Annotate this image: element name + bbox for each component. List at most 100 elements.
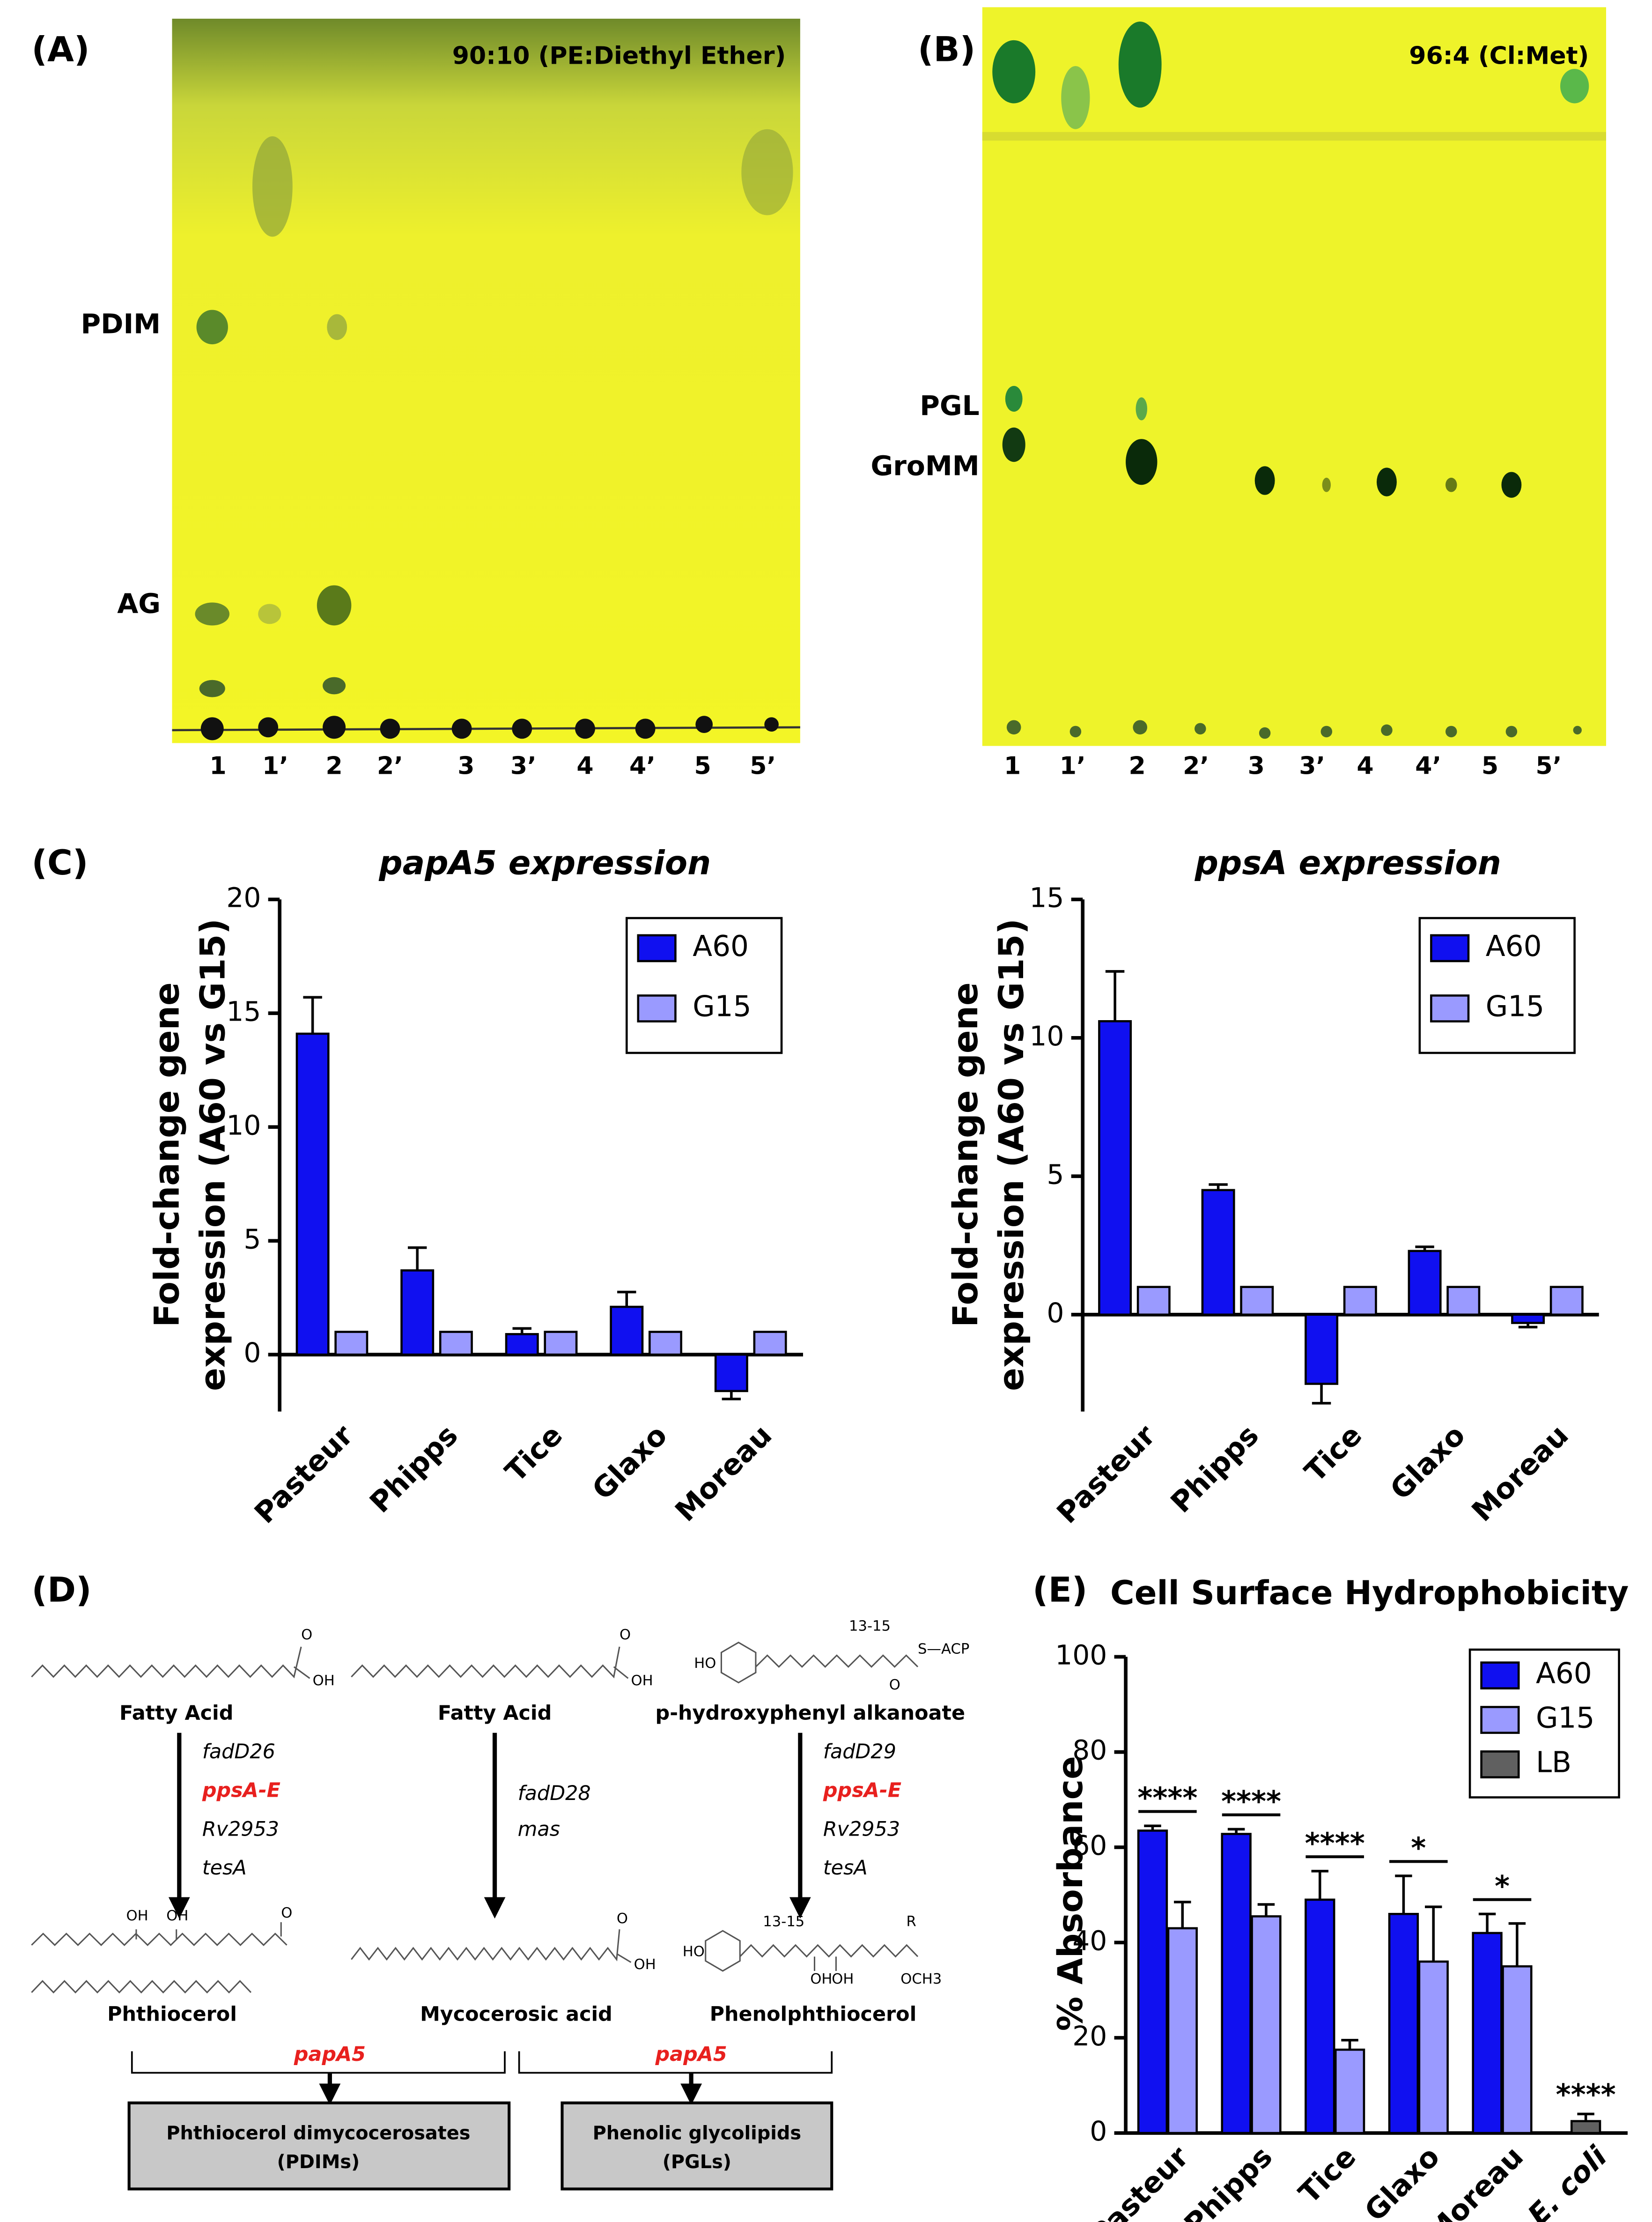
lane-label: 5: [1482, 752, 1498, 780]
spot: [199, 680, 225, 697]
bar: [714, 1353, 748, 1392]
spot: [195, 602, 229, 626]
bar: [1388, 1913, 1419, 2134]
bar: [1446, 1286, 1481, 1316]
atom: R: [907, 1913, 916, 1930]
atom: OH: [634, 1956, 656, 1973]
error-bar: [722, 1391, 741, 1400]
bar: [334, 1331, 369, 1356]
spot-label: PGL: [920, 390, 979, 422]
spot-label: PDIM: [81, 308, 161, 340]
error-bar: [1518, 1323, 1538, 1329]
x-tick-label: Tice: [1298, 1419, 1369, 1489]
gene: tesA: [202, 1856, 247, 1880]
spot: [258, 604, 281, 624]
x-tick-label: Glaxo: [1358, 2140, 1446, 2222]
lane-label: 5: [694, 752, 711, 780]
error-bar: [1227, 1828, 1245, 1834]
gene: fadD28: [518, 1782, 591, 1805]
bar: [400, 1269, 435, 1356]
atom: OH: [166, 1908, 188, 1924]
gene: tesA: [823, 1856, 868, 1880]
x-tick-label: Tice: [1292, 2140, 1363, 2210]
error-bar: [1311, 1870, 1328, 1900]
bond: [31, 1646, 310, 1679]
atom: HO: [694, 1655, 716, 1672]
y-tick-label: 0: [1047, 1297, 1064, 1329]
bar: [1549, 1286, 1584, 1316]
spot: [317, 585, 352, 626]
error-bar: [1508, 1922, 1526, 1967]
x-tick-label: Tice: [499, 1419, 569, 1489]
y-tick-label: 10: [1029, 1020, 1064, 1052]
groMM-spots: [1254, 466, 1522, 498]
atom: OH: [126, 1908, 148, 1924]
legend-swatch: [1480, 1750, 1520, 1778]
legend-label: A60: [1536, 1657, 1592, 1690]
y-tick-label: 80: [1072, 1734, 1107, 1766]
bar: [1240, 1286, 1274, 1316]
x-tick-label: Moreau: [1420, 2140, 1530, 2222]
legend-label: A60: [693, 930, 749, 963]
bracket: [131, 2051, 833, 2074]
significance: ****: [1221, 1785, 1281, 1818]
tlc-plate: [982, 7, 1606, 746]
x-tick-label: Pasteur: [1050, 1418, 1162, 1530]
x-tick-label: Glaxo: [1384, 1419, 1472, 1507]
error-bar: [512, 1327, 531, 1334]
y-tick-label: 10: [226, 1109, 261, 1141]
x-tick-label: Moreau: [669, 1419, 778, 1528]
product: Phenolphthiocerol: [710, 2002, 917, 2026]
box-label: Phenolic glycolipids: [593, 2123, 801, 2144]
legend-swatch: [1430, 934, 1470, 963]
bond: [705, 1930, 919, 1972]
x-tick-label: Pasteur: [1084, 2140, 1195, 2222]
spot-label: GroMM: [871, 450, 980, 482]
legend-label: G15: [693, 990, 751, 1023]
bar: [610, 1305, 644, 1356]
gene: Rv2953: [823, 1817, 900, 1841]
bar: [1570, 2120, 1601, 2134]
lane-label: 2: [1128, 752, 1145, 780]
spot: [1061, 66, 1090, 129]
y-axis-label: Fold-change gene: [946, 982, 986, 1327]
bar: [1418, 1960, 1449, 2134]
lane-label: 3: [457, 752, 474, 780]
lane-label: 3’: [1299, 752, 1325, 780]
lane-label: 1: [209, 752, 226, 780]
panel-label: (B): [918, 30, 975, 69]
y-tick-label: 0: [1090, 2115, 1107, 2147]
legend-label: G15: [1536, 1702, 1594, 1735]
panel-label: (E): [1032, 1570, 1087, 1610]
gene: mas: [518, 1817, 560, 1841]
lane-label: 5’: [1536, 752, 1562, 780]
lane-label: 4: [576, 752, 593, 780]
error-bar: [1415, 1245, 1434, 1251]
x-tick-label: Phipps: [1178, 2140, 1279, 2222]
x-tick-label: E. coli: [1521, 2140, 1614, 2222]
legend-label: G15: [1486, 990, 1544, 1023]
bar: [1502, 1965, 1533, 2134]
legend-swatch: [1480, 1661, 1520, 1689]
atom: OH: [810, 1971, 832, 1987]
error-bar: [1395, 1874, 1412, 1914]
product: Mycocerosic acid: [420, 2002, 612, 2026]
y-tick-label: 5: [1047, 1158, 1064, 1190]
legend-label: A60: [1486, 930, 1542, 963]
error-bar: [407, 1246, 427, 1271]
y-tick-label: 40: [1072, 1925, 1107, 1956]
bar: [1408, 1250, 1442, 1316]
spot: [1118, 22, 1162, 108]
product-box: [560, 2101, 833, 2191]
error-bar: [303, 996, 322, 1034]
atom: O: [617, 1911, 628, 1927]
chart-title: papA5 expression: [378, 844, 711, 882]
gene: Rv2953: [202, 1817, 279, 1841]
substrate: p-hydroxyphenyl alkanoate: [656, 1701, 966, 1725]
x-tick-label: Moreau: [1466, 1419, 1575, 1528]
bar: [1305, 1313, 1339, 1385]
product-box: [127, 2101, 511, 2191]
panel-label: (D): [31, 1570, 91, 1610]
solvent: 96:4 (Cl:Met): [1409, 42, 1589, 70]
